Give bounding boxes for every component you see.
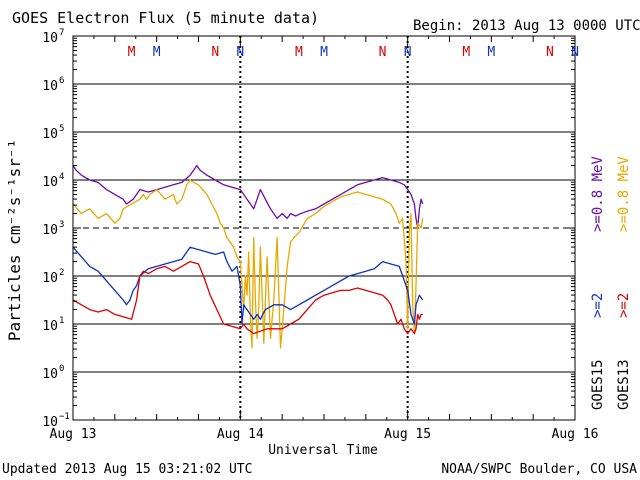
y-tick-base: 10 <box>42 319 58 334</box>
legend-goes13-ge08: >=0.8 MeV <box>616 156 632 232</box>
satellite-marker: M <box>153 45 161 60</box>
day-boundary-lines <box>239 36 409 420</box>
satellite-marker: M <box>128 45 136 60</box>
x-tick-label: Aug 13 <box>50 427 97 442</box>
y-tick-base: 10 <box>42 415 58 430</box>
x-tick-label: Aug 14 <box>217 427 264 442</box>
y-tick-exponent: 0 <box>59 364 64 374</box>
legend-goes13-ge2: >=2 <box>616 293 632 318</box>
y-tick-exponent: 6 <box>59 76 64 86</box>
y-tick-base: 10 <box>42 271 58 286</box>
y-tick-base: 10 <box>42 367 58 382</box>
satellite-marker: M <box>462 45 470 60</box>
legend-goes15-ge2: >=2 <box>590 293 606 318</box>
y-tick-exponent: −1 <box>59 412 70 422</box>
series-line <box>72 246 424 325</box>
satellite-marker: N <box>211 45 219 60</box>
x-tick-labels: Aug 13 Aug 14 Aug 15 Aug 16 <box>50 427 599 442</box>
series-line <box>72 260 423 335</box>
y-tick-base: 10 <box>42 175 58 190</box>
legend-goes15: GOES15 <box>590 359 606 410</box>
x-tick-label: Aug 16 <box>552 427 599 442</box>
axis-ticks <box>72 35 576 421</box>
chart-title: GOES Electron Flux (5 minute data) <box>12 9 319 27</box>
legend: GOES15 GOES13 >=2 >=2 >=0.8 MeV >=0.8 MeV <box>590 156 632 410</box>
y-tick-exponent: 1 <box>59 316 64 326</box>
satellite-marker: N <box>571 45 579 60</box>
satellite-marker: N <box>404 45 412 60</box>
y-tick-exponent: 2 <box>59 268 64 278</box>
legend-goes13: GOES13 <box>616 359 632 410</box>
satellite-marker: M <box>487 45 495 60</box>
y-tick-base: 10 <box>42 31 58 46</box>
gridlines <box>73 83 575 373</box>
x-tick-label: Aug 15 <box>384 427 431 442</box>
series-line <box>72 164 424 229</box>
y-tick-exponent: 3 <box>59 220 64 230</box>
y-tick-exponent: 5 <box>59 124 64 134</box>
data-series <box>72 164 424 349</box>
y-tick-base: 10 <box>42 223 58 238</box>
series-line <box>72 179 424 349</box>
updated-timestamp: Updated 2013 Aug 15 03:21:02 UTC <box>2 462 252 477</box>
credit-label: NOAA/SWPC Boulder, CO USA <box>441 462 637 477</box>
y-tick-base: 10 <box>42 79 58 94</box>
y-axis-label: Particles cm⁻²s⁻¹sr⁻¹ <box>5 139 24 341</box>
satellite-marker: M <box>295 45 303 60</box>
satellite-marker: N <box>236 45 244 60</box>
legend-goes15-ge08: >=0.8 MeV <box>590 156 606 232</box>
begin-label: Begin: 2013 Aug 13 0000 UTC <box>413 18 640 34</box>
y-tick-exponent: 7 <box>59 28 64 38</box>
y-tick-base: 10 <box>42 127 58 142</box>
x-axis-label: Universal Time <box>268 443 378 458</box>
satellite-marker: M <box>320 45 328 60</box>
satellite-marker: N <box>379 45 387 60</box>
satellite-marker: N <box>546 45 554 60</box>
y-tick-exponent: 4 <box>59 172 64 182</box>
